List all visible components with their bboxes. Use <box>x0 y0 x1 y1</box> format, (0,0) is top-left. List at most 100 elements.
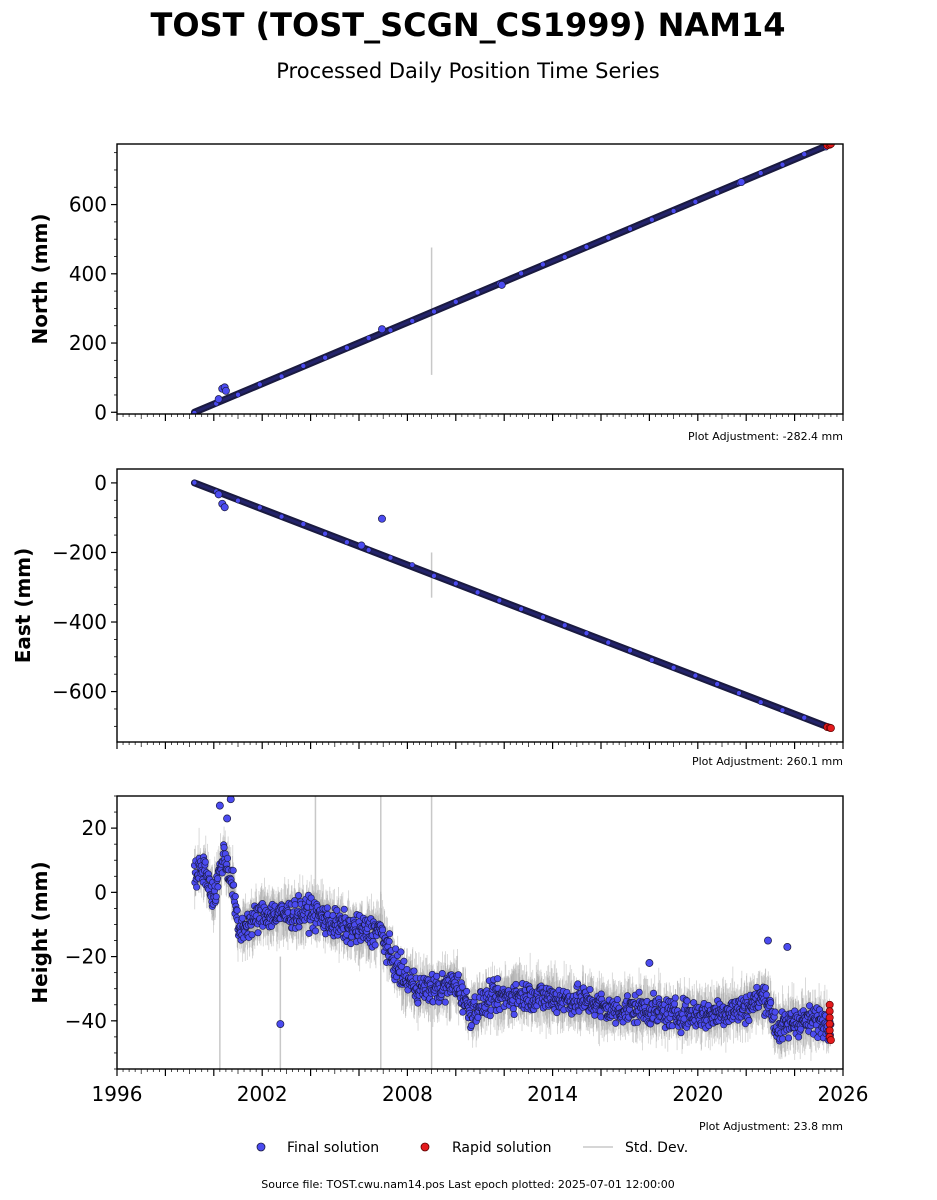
x-tick-label: 2026 <box>818 1082 869 1106</box>
final-solution-point <box>365 547 372 553</box>
final-solution-point <box>387 554 394 561</box>
final-solution-point <box>378 325 386 334</box>
final-solution-point <box>193 883 201 891</box>
final-solution-point <box>431 308 437 315</box>
final-solution-point <box>379 926 387 934</box>
final-solution-point <box>670 1000 678 1008</box>
final-solution-point <box>795 1033 803 1041</box>
final-solution-point <box>762 991 770 999</box>
y-axis-label: East (mm) <box>11 548 35 664</box>
final-solution-point <box>231 892 239 900</box>
final-solution-point <box>509 1005 517 1013</box>
final-solution-point <box>583 630 590 637</box>
legend-final-marker <box>256 1142 266 1152</box>
rapid-solution-point <box>826 1036 835 1045</box>
final-solution-point <box>215 801 224 810</box>
final-solution-point <box>692 672 699 679</box>
final-solution-point <box>312 927 320 935</box>
final-solution-point <box>295 923 303 931</box>
final-solution-point <box>276 1020 285 1028</box>
final-solution-point <box>518 606 524 612</box>
final-solution-point <box>714 189 720 196</box>
final-solution-point <box>233 906 241 914</box>
final-solution-point <box>229 866 237 874</box>
final-solution-point <box>496 597 503 604</box>
final-solution-point <box>441 998 449 1006</box>
final-solution-point <box>497 280 506 289</box>
final-solution-point <box>248 931 256 939</box>
final-solution-point <box>323 904 331 912</box>
final-solution-point <box>438 969 446 977</box>
legend-std-label: Std. Dev. <box>625 1140 688 1156</box>
plot-adjustment-label: Plot Adjustment: -282.4 mm <box>688 430 843 443</box>
final-solution-point <box>649 216 655 223</box>
final-solution-point <box>467 1021 475 1029</box>
final-solution-point <box>220 503 229 512</box>
y-tick-label: 200 <box>69 331 107 355</box>
plot-area <box>190 479 835 733</box>
x-tick-label: 2008 <box>382 1082 433 1106</box>
plot-area <box>190 796 835 1069</box>
final-solution-point <box>736 690 742 696</box>
daily-position-band-core <box>193 144 832 414</box>
final-solution-point <box>553 1009 561 1017</box>
final-solution-point <box>235 391 241 398</box>
final-solution-point <box>322 354 328 361</box>
final-solution-point <box>650 989 658 997</box>
plot-adjustment-label: Plot Adjustment: 23.8 mm <box>699 1120 843 1133</box>
final-solution-point <box>649 657 655 663</box>
final-solution-point <box>214 395 223 404</box>
final-solution-point <box>340 905 348 913</box>
final-solution-point <box>305 929 313 937</box>
final-solution-point <box>414 999 422 1007</box>
final-solution-point <box>433 972 441 980</box>
final-solution-point <box>779 161 786 168</box>
final-solution-point <box>410 967 418 975</box>
final-solution-point <box>670 664 677 671</box>
final-solution-point <box>645 959 654 967</box>
final-solution-point <box>226 796 235 804</box>
chart-title: TOST (TOST_SCGN_CS1999) NAM14 <box>150 6 785 44</box>
final-solution-point <box>386 930 394 938</box>
y-tick-label: −200 <box>52 540 107 564</box>
final-solution-point <box>458 983 466 991</box>
final-solution-point <box>764 936 772 945</box>
final-solution-point <box>454 971 462 979</box>
final-solution-point <box>409 318 416 324</box>
final-solution-point <box>214 875 222 883</box>
y-tick-label: 0 <box>94 400 107 424</box>
final-solution-point <box>806 1002 814 1010</box>
x-tick-label: 1996 <box>92 1082 143 1106</box>
final-solution-point <box>221 386 230 395</box>
final-solution-point <box>387 327 394 333</box>
final-solution-point <box>785 1034 793 1042</box>
final-solution-point <box>767 999 775 1007</box>
final-solution-point <box>671 994 679 1002</box>
final-solution-point <box>452 580 459 587</box>
legend-rapid-marker <box>420 1142 430 1152</box>
final-solution-point <box>191 410 198 414</box>
north-panel: 0 200 400 600 North (mm) Plot Adjustment: -28… <box>28 143 844 443</box>
y-tick-label: −600 <box>52 680 107 704</box>
final-solution-point <box>214 883 222 891</box>
final-solution-point <box>670 208 677 214</box>
final-solution-point <box>771 1008 779 1016</box>
final-solution-point <box>256 381 263 388</box>
final-solution-point <box>605 234 612 241</box>
final-solution-point <box>278 373 285 380</box>
final-solution-point <box>212 893 220 901</box>
y-tick-label: 20 <box>82 816 107 840</box>
final-solution-point <box>463 987 471 995</box>
final-solution-point <box>512 980 520 988</box>
final-solution-point <box>344 539 350 545</box>
final-solution-point <box>254 929 262 937</box>
final-solution-point <box>322 530 328 537</box>
final-solution-point <box>230 881 238 889</box>
final-solution-point <box>692 198 699 205</box>
final-solution-point <box>583 244 590 250</box>
final-solution-point <box>365 335 372 341</box>
rapid-solution-point <box>826 144 835 148</box>
x-tick-label: 2014 <box>527 1082 578 1106</box>
final-solution-point <box>627 226 633 232</box>
rapid-solution-point <box>826 724 835 733</box>
